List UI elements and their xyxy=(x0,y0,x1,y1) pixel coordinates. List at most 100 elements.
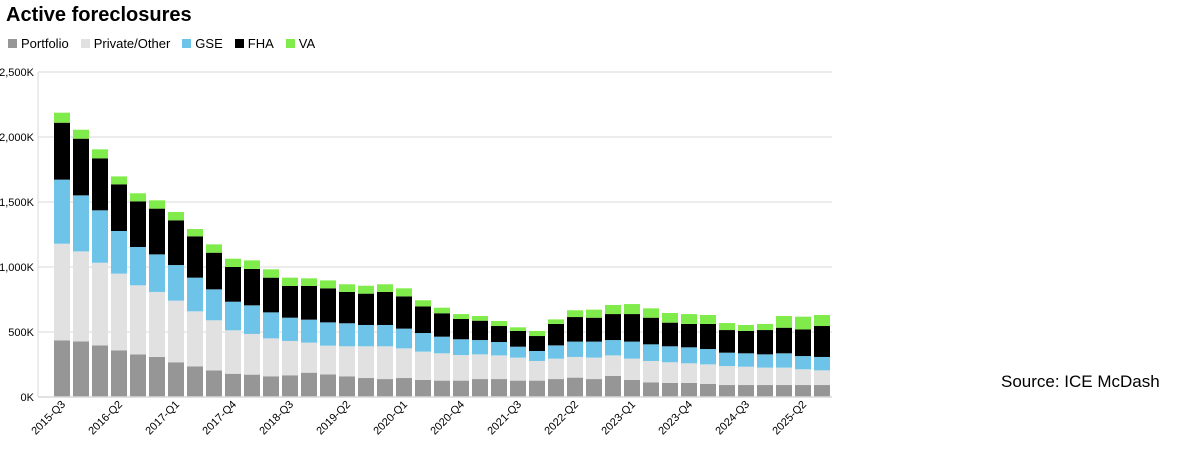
x-tick-label: 2016-Q2 xyxy=(86,399,125,438)
bar-segment-va xyxy=(111,176,127,185)
bar-segment-gse xyxy=(453,339,469,356)
bar-segment-gse xyxy=(206,289,222,321)
bar-segment-private-other xyxy=(206,320,222,371)
bar-segment-gse xyxy=(586,341,602,358)
bar-segment-private-other xyxy=(510,357,526,381)
bar-segment-portfolio xyxy=(206,370,222,397)
bar-segment-portfolio xyxy=(510,380,526,397)
bar-segment-private-other xyxy=(282,340,298,376)
bar-segment-va xyxy=(92,149,108,159)
bar-segment-va xyxy=(605,304,621,315)
x-tick-label: 2024-Q3 xyxy=(713,399,752,438)
bar-segment-va xyxy=(206,244,222,253)
bar-segment-fha xyxy=(529,336,545,351)
bar-segment-fha xyxy=(681,323,697,348)
bar-segment-gse xyxy=(491,342,507,356)
bar-segment-portfolio xyxy=(377,379,393,397)
bar-segment-fha xyxy=(719,330,735,353)
bar-segment-portfolio xyxy=(472,379,488,397)
x-tick-label: 2023-Q4 xyxy=(656,399,695,438)
bar-segment-va xyxy=(738,324,754,331)
x-tick-label: 2015-Q3 xyxy=(29,399,68,438)
bar-segment-fha xyxy=(776,327,792,354)
legend-swatch xyxy=(8,39,17,48)
bar-segment-private-other xyxy=(320,345,336,375)
bar-segment-va xyxy=(358,285,374,294)
bar-segment-portfolio xyxy=(225,373,241,397)
bar-segment-private-other xyxy=(187,311,203,367)
legend-item: Portfolio xyxy=(8,36,69,51)
bar-segment-va xyxy=(54,112,70,123)
bar-segment-portfolio xyxy=(149,356,165,397)
legend-swatch xyxy=(285,39,295,48)
bar-segment-va xyxy=(130,193,146,202)
bar-segment-gse xyxy=(415,333,431,352)
bar-segment-fha xyxy=(130,201,146,247)
bar-segment-fha xyxy=(263,277,279,313)
bar-segment-va xyxy=(434,307,450,314)
bar-segment-va xyxy=(719,323,735,331)
bar-segment-private-other xyxy=(111,273,127,351)
bar-segment-va xyxy=(814,314,830,327)
bar-segment-fha xyxy=(225,267,241,302)
bar-segment-private-other xyxy=(358,346,374,379)
bar-segment-portfolio xyxy=(757,385,773,397)
legend-swatch xyxy=(234,39,244,48)
bar-segment-fha xyxy=(187,236,203,278)
bar-segment-fha xyxy=(624,314,640,342)
bar-segment-private-other xyxy=(301,342,317,373)
x-tick-label: 2022-Q2 xyxy=(542,399,581,438)
bar-segment-gse xyxy=(700,349,716,365)
bar-segment-private-other xyxy=(719,366,735,386)
x-tick-label: 2018-Q3 xyxy=(257,399,296,438)
bar-segment-va xyxy=(415,300,431,307)
bar-segment-gse xyxy=(396,328,412,349)
bar-segment-fha xyxy=(434,313,450,337)
bar-segment-gse xyxy=(434,336,450,354)
bar-segment-portfolio xyxy=(586,379,602,397)
bar-segment-portfolio xyxy=(776,385,792,397)
bar-segment-fha xyxy=(491,326,507,343)
bar-segment-fha xyxy=(814,326,830,357)
bar-segment-va xyxy=(244,260,260,269)
bar-segment-gse xyxy=(149,254,165,292)
bar-segment-va xyxy=(339,284,355,292)
legend-item: FHA xyxy=(234,36,274,51)
bar-segment-gse xyxy=(472,340,488,355)
bar-segment-private-other xyxy=(491,355,507,380)
y-tick-label: 2,500K xyxy=(0,67,35,79)
bar-segment-private-other xyxy=(339,346,355,377)
bar-segment-gse xyxy=(111,230,127,274)
bar-segment-gse xyxy=(263,312,279,339)
bar-segment-fha xyxy=(548,323,564,346)
bar-segment-gse xyxy=(681,347,697,364)
legend-label: Portfolio xyxy=(21,36,69,51)
bar-segment-private-other xyxy=(662,362,678,383)
bar-segment-private-other xyxy=(263,338,279,377)
bar-segment-va xyxy=(643,308,659,318)
bar-segment-gse xyxy=(757,354,773,368)
legend-item: Private/Other xyxy=(80,36,171,51)
bar-segment-va xyxy=(510,327,526,331)
bar-segment-fha xyxy=(510,330,526,347)
bar-segment-private-other xyxy=(149,291,165,357)
bar-segment-portfolio xyxy=(738,385,754,397)
bar-segment-gse xyxy=(282,317,298,341)
legend-label: Private/Other xyxy=(93,36,171,51)
bar-segment-private-other xyxy=(377,346,393,380)
bar-segment-private-other xyxy=(130,285,146,355)
bar-segment-private-other xyxy=(757,367,773,386)
bar-segment-gse xyxy=(187,277,203,312)
bar-segment-private-other xyxy=(434,353,450,381)
bar-segment-gse xyxy=(643,344,659,361)
x-tick-label: 2019-Q2 xyxy=(314,399,353,438)
bar-segment-private-other xyxy=(453,355,469,381)
bar-segment-gse xyxy=(301,319,317,343)
bar-segment-fha xyxy=(339,291,355,324)
y-tick-label: 500K xyxy=(8,327,34,339)
bar-segment-fha xyxy=(73,138,89,196)
bar-segment-va xyxy=(548,319,564,324)
bar-segment-fha xyxy=(396,296,412,329)
